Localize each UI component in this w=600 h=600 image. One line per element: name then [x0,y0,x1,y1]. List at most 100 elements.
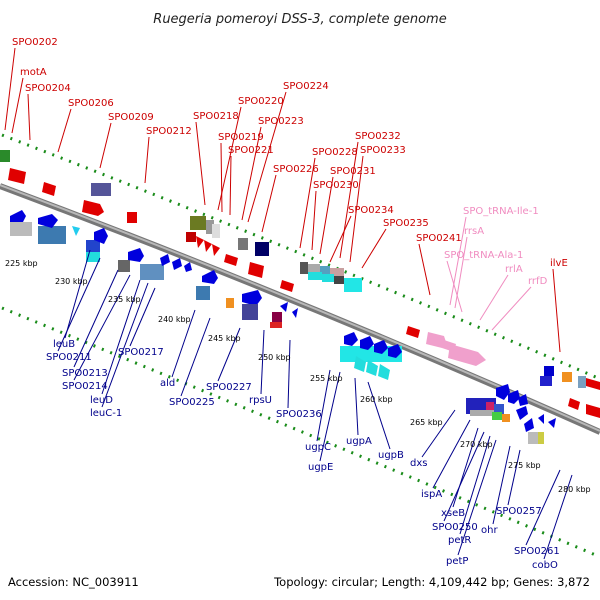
forward-gene-label: SPO0228 [312,147,358,158]
leader-line [129,287,156,347]
leader-line [361,228,387,269]
reverse-gene-label: leuC-1 [90,408,122,419]
leader-line [446,260,463,313]
reverse-gene-label: leuD [90,395,113,406]
leader-lines-rna [446,216,532,331]
forward-gene-label: SPO0232 [355,131,401,142]
forward-gene-label: SPO0226 [273,164,319,175]
feature-box [494,404,504,416]
feature-arrow [448,344,486,366]
leader-lines-forward [4,47,561,353]
kbp-tick-label: 230 kbp [55,277,88,286]
leader-line [229,155,232,216]
leader-line [492,445,511,525]
leader-line [4,47,16,131]
reverse-gene-label: cobO [532,560,558,571]
feature-arrow [516,406,528,420]
feature-box [344,278,362,292]
leader-line [73,274,131,381]
leader-line [316,369,331,442]
leader-line [491,286,532,331]
feature-box [226,298,234,308]
feature-box [118,260,130,272]
reverse-gene-label: SPO0236 [276,409,322,420]
forward-gene-label: SPO0241 [416,233,462,244]
feature-arrow [426,332,446,348]
forward-gene-label: SPO0218 [193,111,239,122]
feature-box [238,238,248,250]
leader-line [349,155,364,263]
feature-box [255,242,269,256]
leader-line [449,216,467,306]
feature-box [562,372,572,382]
feature-arrow [406,326,420,338]
map-title: Ruegeria pomeroyi DSS-3, complete genome [153,12,446,27]
leader-line [367,381,391,450]
feature-box [528,432,538,444]
reverse-gene-label: SPO0250 [432,522,478,533]
feature-arrow [94,228,108,244]
leader-line [354,377,359,436]
forward-gene-label: SPO0234 [348,205,394,216]
leader-line [432,419,471,489]
reverse-gene-label: SPO0225 [169,397,215,408]
feature-box [212,224,220,238]
feature-arrow [42,182,56,196]
leader-line [507,449,521,506]
forward-gene-label: SPO0223 [258,116,304,127]
forward-features [0,150,600,418]
feature-box [86,240,100,252]
forward-gene-label: SPO0224 [283,81,329,92]
forward-gene-label: SPO0206 [68,98,114,109]
feature-box [242,304,258,320]
feature-box [206,220,214,234]
leader-line [241,126,262,221]
leader-line [101,282,149,408]
leader-line [261,174,277,233]
leader-line [195,121,206,206]
accession-text: Accession: NC_003911 [8,575,139,589]
feature-arrow [242,290,262,306]
forward-gene-label: SPO0209 [108,112,154,123]
feature-box [196,286,210,300]
feature-arrow [184,262,192,272]
reverse-gene-label: ohr [481,525,498,536]
feature-box [91,183,111,196]
feature-arrow [196,236,204,248]
feature-box [186,232,196,242]
kbp-tick-label: 235 kbp [108,295,141,304]
forward-gene-label: SPO0204 [25,83,71,94]
feature-arrow [508,390,520,404]
feature-box [578,376,586,388]
feature-box [272,312,282,328]
tick-track-outer [1,133,599,558]
forward-gene-label: SPO0219 [218,132,264,143]
leader-line [99,122,112,169]
leader-line [319,371,341,462]
feature-arrow [360,336,374,350]
feature-arrow [388,344,402,358]
feature-arrow [344,332,358,346]
feature-box [320,266,330,278]
kbp-tick-label: 275 kbp [508,461,541,470]
kbp-tick-label: 260 kbp [360,395,393,404]
reverse-gene-label: leuB [53,339,75,350]
feature-box [300,262,308,274]
feature-arrow [524,418,534,432]
leader-line [299,157,316,249]
feature-box [538,432,544,444]
forward-gene-label: ilvE [550,258,568,269]
leader-line [73,269,119,368]
feature-arrow [366,360,378,376]
kbp-tick-label: 265 kbp [410,418,443,427]
rna-gene-labels: SPO_tRNA-Ile-1 rrsA SPO_tRNA-Ala-1 rrlA rrfD [444,206,548,287]
feature-arrow [496,384,510,400]
feature-box [544,366,554,376]
feature-box [540,376,552,386]
rna-gene-label: rrlA [505,264,523,275]
feature-arrow [568,398,580,410]
reverse-gene-label: ugpE [308,462,333,473]
leader-line [57,257,101,352]
leader-line [454,236,468,309]
feature-arrow [378,364,390,380]
